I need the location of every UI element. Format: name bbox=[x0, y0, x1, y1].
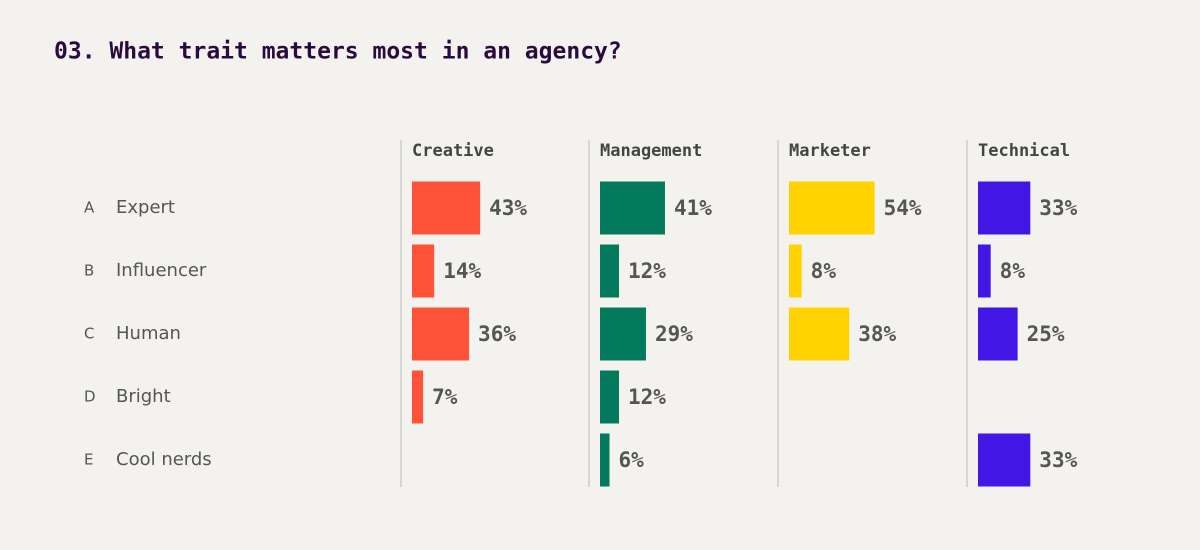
category-letter: B bbox=[84, 262, 94, 280]
value-label: 33% bbox=[1039, 448, 1077, 472]
legend-label: Management bbox=[600, 141, 702, 161]
value-label: 14% bbox=[443, 259, 481, 283]
category-letter: D bbox=[84, 388, 96, 406]
bar bbox=[600, 433, 610, 487]
value-label: 6% bbox=[619, 448, 645, 472]
bar bbox=[978, 181, 1031, 235]
category-letter: A bbox=[84, 199, 95, 217]
category-label: Human bbox=[116, 323, 181, 344]
value-label: 8% bbox=[1000, 259, 1026, 283]
value-label: 54% bbox=[884, 196, 922, 220]
value-label: 8% bbox=[811, 259, 837, 283]
category-label: Cool nerds bbox=[116, 449, 212, 470]
legend-label: Marketer bbox=[789, 141, 871, 161]
bar bbox=[600, 307, 646, 361]
value-label: 33% bbox=[1039, 196, 1077, 220]
value-label: 41% bbox=[674, 196, 712, 220]
legend-label: Technical bbox=[978, 141, 1070, 161]
bar bbox=[600, 244, 620, 298]
value-label: 29% bbox=[655, 322, 693, 346]
bar bbox=[789, 181, 875, 235]
value-label: 12% bbox=[628, 259, 666, 283]
category-letter: C bbox=[84, 325, 94, 343]
bar bbox=[412, 181, 481, 235]
bar bbox=[978, 244, 991, 298]
category-label: Influencer bbox=[116, 260, 207, 281]
bar bbox=[600, 181, 665, 235]
bar bbox=[412, 244, 435, 298]
legend-label: Creative bbox=[412, 141, 494, 161]
bar bbox=[789, 244, 802, 298]
bar bbox=[789, 307, 850, 361]
value-label: 38% bbox=[858, 322, 896, 346]
value-label: 7% bbox=[432, 385, 458, 409]
value-label: 12% bbox=[628, 385, 666, 409]
value-label: 36% bbox=[478, 322, 516, 346]
bar bbox=[600, 370, 620, 424]
value-label: 25% bbox=[1027, 322, 1065, 346]
bar bbox=[412, 370, 424, 424]
chart-title: 03. What trait matters most in an agency… bbox=[54, 39, 622, 65]
category-letter: E bbox=[84, 451, 93, 469]
category-label: Bright bbox=[116, 386, 171, 407]
value-label: 43% bbox=[489, 196, 527, 220]
category-label: Expert bbox=[116, 197, 175, 218]
bar bbox=[978, 307, 1018, 361]
bar bbox=[978, 433, 1031, 487]
bar bbox=[412, 307, 470, 361]
